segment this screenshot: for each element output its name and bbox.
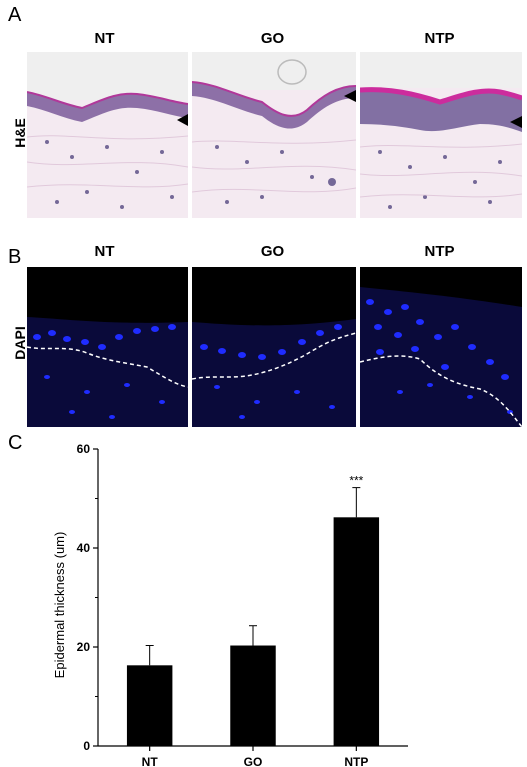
bar-nt bbox=[126, 665, 173, 746]
y-tick-label: 40 bbox=[77, 541, 91, 555]
he-image-ntp bbox=[360, 52, 522, 218]
panel-a-row-label: H&E bbox=[12, 118, 28, 148]
he-image-go bbox=[192, 52, 356, 218]
significance-annotation: *** bbox=[349, 474, 363, 488]
y-tick-label: 0 bbox=[83, 739, 90, 753]
panel-b-letter: B bbox=[8, 246, 22, 268]
bar-go bbox=[230, 645, 276, 746]
dapi-image-go bbox=[192, 267, 356, 427]
panel-b-col-label-ntp: NTP bbox=[424, 243, 455, 260]
he-image-nt bbox=[27, 52, 188, 218]
dapi-image-nt bbox=[27, 267, 188, 427]
x-tick-label-nt: NT bbox=[142, 755, 159, 767]
y-tick-label: 20 bbox=[77, 640, 91, 654]
x-tick-label-ntp: NTP bbox=[344, 755, 368, 767]
panel-a-col-label-ntp: NTP bbox=[424, 30, 455, 47]
panel-b-col-label-nt: NT bbox=[94, 243, 115, 260]
y-axis-label: Epidermal thickness (um) bbox=[52, 532, 67, 679]
panel-a-letter: A bbox=[8, 4, 22, 26]
panel-a-col-label-go: GO bbox=[260, 30, 285, 47]
y-tick-label: 60 bbox=[77, 442, 91, 456]
x-tick-label-go: GO bbox=[244, 755, 263, 767]
panel-a-col-label-nt: NT bbox=[94, 30, 115, 47]
bar-ntp bbox=[333, 517, 380, 746]
dapi-image-ntp bbox=[360, 267, 522, 427]
panel-b-row-label: DAPI bbox=[12, 326, 28, 360]
panel-c-letter: C bbox=[8, 432, 23, 454]
panel-b-col-label-go: GO bbox=[260, 243, 285, 260]
epidermal-thickness-chart: 0 20 40 60 NT GO NTP *** Epidermal thickness (… bbox=[52, 442, 408, 767]
